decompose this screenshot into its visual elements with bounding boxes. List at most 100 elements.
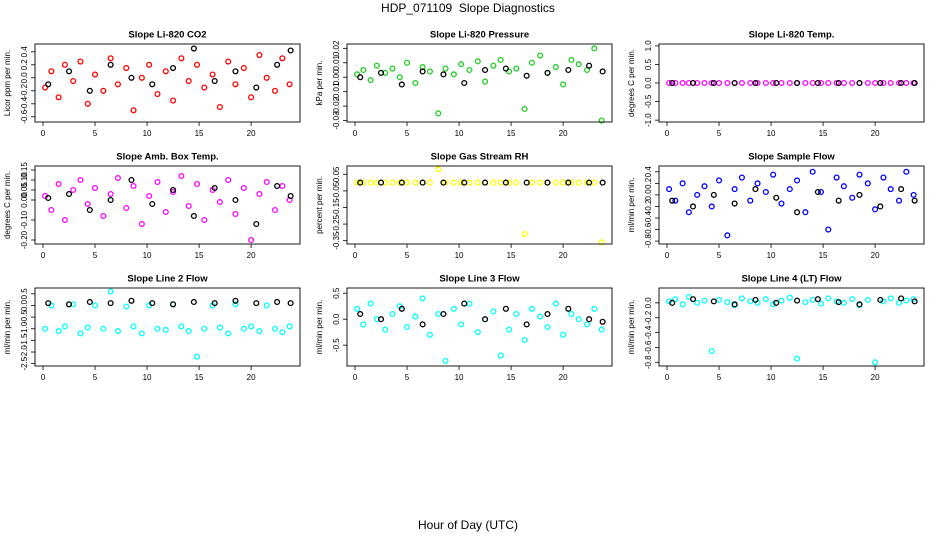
point [898,295,905,302]
x-axis-label: Hour of Day (UTC) [418,518,518,532]
point [856,79,863,87]
point [201,216,208,224]
point [65,301,73,308]
x-tick-label: 15 [507,129,516,138]
point [61,323,68,330]
point [598,239,605,246]
point [575,316,582,323]
y-tick-label: 0.00 [20,192,29,208]
point [123,303,130,310]
point [419,179,426,186]
point [130,107,137,114]
x-tick-label: 10 [455,373,464,382]
point [513,179,520,186]
point [373,62,380,69]
point [586,62,593,69]
point [773,299,780,306]
point [490,308,497,315]
y-tick-label: 0.4 [644,166,653,178]
point [747,298,754,305]
point [256,190,263,198]
point [598,117,605,124]
point [666,79,673,87]
point [209,71,216,78]
point [100,325,107,332]
point [461,179,468,186]
point [864,79,871,87]
point [911,197,918,204]
point [162,326,169,333]
point [537,52,544,59]
panel-title: Slope Gas Stream RH [431,152,529,163]
point [149,200,156,208]
point [435,166,442,173]
y-tick-label: 0.02 [332,40,341,56]
point [552,179,559,186]
point [45,81,52,88]
point [482,66,489,74]
point [396,74,403,81]
y-axis-label: ml/min per min. [627,178,636,233]
point [55,180,62,188]
point [367,77,374,84]
point [232,210,239,218]
point [77,330,84,337]
point [898,186,905,193]
point [248,236,255,244]
point [55,94,62,101]
point [84,324,91,331]
point [835,299,842,306]
point [55,328,62,335]
point [114,174,121,182]
point [42,325,49,332]
point [864,296,871,303]
point [130,182,137,190]
x-tick-label: 10 [767,251,776,260]
point [679,301,686,308]
point [412,313,419,320]
point [412,79,419,87]
point [287,300,294,307]
x-tick-label: 5 [405,251,410,260]
y-tick-label: -0.02 [332,96,341,115]
point [770,301,777,308]
point [412,179,419,186]
point [225,330,232,337]
point [398,179,405,186]
point [170,186,177,194]
point [770,171,777,178]
point [497,56,504,63]
point [786,294,793,301]
point [490,179,497,186]
point [193,353,201,360]
point [773,194,780,201]
panel-title: Slope Li-820 Temp. [749,30,835,41]
x-tick-label: 20 [559,129,568,138]
point [232,68,239,75]
point [426,331,433,338]
point [86,87,93,94]
plot-frame [658,287,925,367]
point [708,79,715,87]
figure-title: HDP_071109 Slope Diagnostics [381,1,555,15]
point [128,74,135,81]
point [211,300,218,307]
point [253,300,260,307]
point [458,179,465,186]
point [170,65,177,72]
point [502,305,509,312]
x-tick-label: 15 [195,251,204,260]
point [367,179,374,186]
point [754,79,761,87]
y-axis-label: degrees C per min. [3,171,12,239]
point [178,323,185,330]
point [450,305,457,312]
point [77,58,84,65]
point [575,179,582,186]
point [835,79,842,87]
point [263,302,270,309]
point [887,186,894,193]
point [809,168,816,175]
point [825,295,832,302]
y-axis-label: Licor ppm per min. [3,50,12,116]
